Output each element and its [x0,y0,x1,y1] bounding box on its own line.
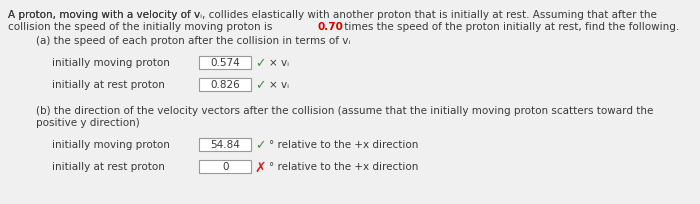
Text: times the speed of the proton initially at rest, find the following.: times the speed of the proton initially … [341,22,679,32]
Text: 54.84: 54.84 [211,140,240,150]
FancyBboxPatch shape [199,160,251,173]
FancyBboxPatch shape [199,138,251,151]
Text: initially at rest proton: initially at rest proton [52,161,165,171]
Text: 0.70: 0.70 [318,22,344,32]
Text: ✓: ✓ [255,57,265,70]
Text: initially moving proton: initially moving proton [52,139,170,149]
Text: × vᵢ: × vᵢ [269,80,289,90]
Text: ✓: ✓ [255,138,265,151]
Text: initially at rest proton: initially at rest proton [52,80,165,90]
Text: A proton, moving with a velocity of v: A proton, moving with a velocity of v [8,10,200,20]
Text: × vᵢ: × vᵢ [269,58,289,68]
Text: positive y direction): positive y direction) [36,118,140,127]
Text: ✗: ✗ [254,160,266,174]
Text: 0: 0 [222,162,229,172]
Text: ° relative to the +x direction: ° relative to the +x direction [269,139,419,149]
Text: (b) the direction of the velocity vectors after the collision (assume that the i: (b) the direction of the velocity vector… [36,105,654,115]
Text: 0.826: 0.826 [211,80,240,90]
Text: collision the speed of the initially moving proton is: collision the speed of the initially mov… [8,22,276,32]
Text: A proton, moving with a velocity of vᵢ, collides elastically with another proton: A proton, moving with a velocity of vᵢ, … [8,10,657,20]
Text: ✓: ✓ [255,79,265,92]
Text: ° relative to the +x direction: ° relative to the +x direction [269,161,419,171]
Text: initially moving proton: initially moving proton [52,58,170,68]
Text: 0.574: 0.574 [211,58,240,68]
FancyBboxPatch shape [199,57,251,70]
Text: (a) the speed of each proton after the collision in terms of vᵢ: (a) the speed of each proton after the c… [36,36,351,46]
FancyBboxPatch shape [199,79,251,92]
